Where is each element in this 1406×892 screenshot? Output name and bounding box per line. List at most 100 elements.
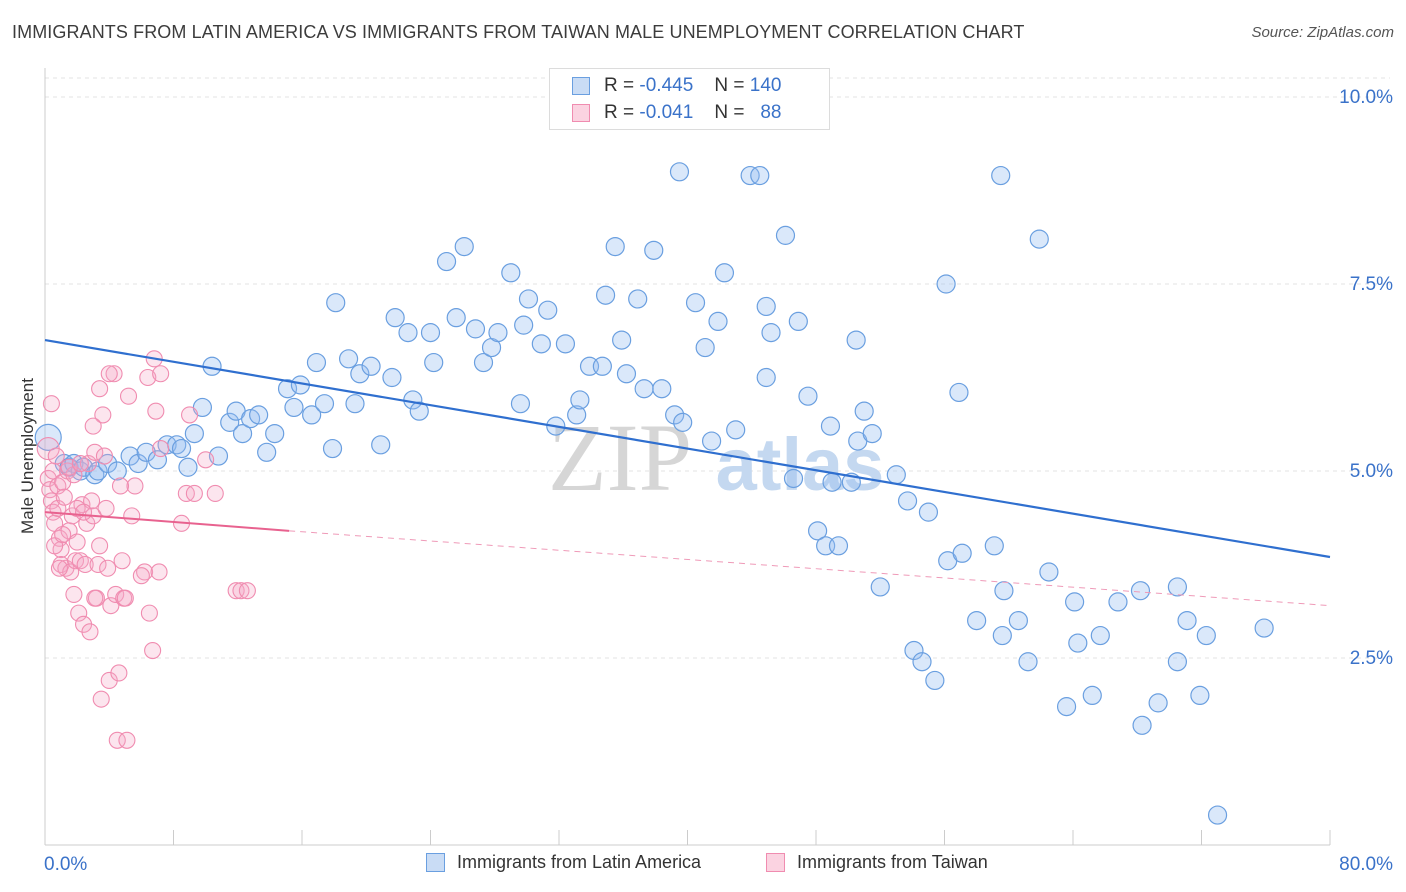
legend-n-value: 88 xyxy=(760,102,782,123)
data-point-latin-america xyxy=(862,424,882,444)
data-point-taiwan xyxy=(65,585,83,603)
data-point-latin-america xyxy=(783,468,804,489)
chart-title: IMMIGRANTS FROM LATIN AMERICA VS IMMIGRA… xyxy=(12,22,1025,42)
data-point-taiwan xyxy=(119,387,138,405)
legend-label-latin-america: Immigrants from Latin America xyxy=(457,852,702,872)
data-point-latin-america xyxy=(808,521,828,541)
data-point-taiwan xyxy=(123,507,141,525)
data-point-latin-america xyxy=(398,323,418,343)
data-point-latin-america xyxy=(85,465,105,485)
data-point-latin-america xyxy=(107,461,127,481)
data-point-taiwan xyxy=(147,402,165,420)
data-point-taiwan xyxy=(99,559,117,577)
gridlines xyxy=(45,77,1390,659)
data-point-latin-america xyxy=(669,162,690,182)
data-point-latin-america xyxy=(446,308,466,328)
series-legend: Immigrants from Latin America Immigrants… xyxy=(0,852,1406,876)
data-point-latin-america xyxy=(695,337,715,358)
legend-n-value: 140 xyxy=(749,75,782,96)
legend-item-taiwan[interactable]: Immigrants from Taiwan xyxy=(766,852,988,873)
data-point-latin-america xyxy=(634,379,654,399)
legend-item-latin-america[interactable]: Immigrants from Latin America xyxy=(426,852,701,873)
data-point-latin-america xyxy=(1108,592,1128,612)
data-point-taiwan xyxy=(91,380,109,398)
data-point-latin-america xyxy=(740,165,760,186)
data-point-taiwan xyxy=(100,365,118,383)
data-point-latin-america xyxy=(302,405,322,425)
series-taiwan-points xyxy=(36,350,256,749)
data-point-latin-america xyxy=(714,263,735,283)
data-point-latin-america xyxy=(382,367,402,388)
data-point-taiwan xyxy=(91,537,109,555)
data-point-latin-america xyxy=(673,412,693,432)
data-point-latin-america xyxy=(820,416,841,436)
data-point-taiwan xyxy=(185,484,203,502)
data-point-taiwan xyxy=(97,499,115,517)
watermark: ZIP atlas xyxy=(548,404,884,511)
data-point-latin-america xyxy=(870,577,890,597)
y-tick-labels: 2.5% 5.0% 7.5% 10.0% xyxy=(1339,87,1393,669)
data-point-latin-america xyxy=(420,323,441,343)
data-point-latin-america xyxy=(756,367,776,388)
data-point-latin-america xyxy=(994,581,1014,601)
y-tick-label: 10.0% xyxy=(1339,87,1393,108)
data-point-taiwan xyxy=(102,597,120,615)
data-point-latin-america xyxy=(1130,581,1151,601)
legend-r-value: -0.041 xyxy=(639,102,694,123)
data-point-latin-america xyxy=(1068,633,1088,653)
data-point-latin-america xyxy=(756,296,776,317)
data-point-latin-america xyxy=(967,610,987,631)
legend-swatch-latin-america xyxy=(572,77,590,95)
data-point-latin-america xyxy=(171,438,192,459)
data-point-latin-america xyxy=(120,446,140,466)
data-point-taiwan xyxy=(238,582,256,600)
data-point-latin-america xyxy=(1177,610,1197,631)
data-point-latin-america xyxy=(1008,610,1028,631)
data-point-latin-america xyxy=(345,394,365,414)
data-point-latin-america xyxy=(665,405,685,425)
data-point-taiwan xyxy=(47,447,65,465)
data-point-taiwan xyxy=(126,477,144,495)
data-point-latin-america xyxy=(538,300,558,320)
x-tick-label: 0.0% xyxy=(44,854,87,875)
data-point-taiwan xyxy=(84,417,102,435)
data-point-latin-america xyxy=(465,319,486,339)
data-point-latin-america xyxy=(1039,562,1059,582)
trend-line-taiwan-extension xyxy=(289,530,1331,607)
data-point-latin-america xyxy=(514,315,534,335)
data-point-latin-america xyxy=(249,405,269,425)
data-point-latin-america xyxy=(612,330,632,350)
data-point-latin-america xyxy=(886,465,906,485)
data-point-latin-america xyxy=(708,311,728,331)
legend-r-value: -0.445 xyxy=(639,75,694,96)
data-point-taiwan xyxy=(89,555,107,574)
data-point-latin-america xyxy=(1082,685,1102,706)
data-point-taiwan xyxy=(55,488,73,506)
data-point-latin-america xyxy=(424,352,444,373)
data-point-taiwan xyxy=(105,365,123,383)
data-point-latin-america xyxy=(904,640,924,661)
correlation-legend: R = -0.445 N = 140 R = -0.041 N = 88 xyxy=(549,68,830,130)
data-point-taiwan xyxy=(116,589,134,607)
y-tick-label: 5.0% xyxy=(1350,461,1393,482)
trend-line-taiwan xyxy=(44,511,290,532)
data-point-latin-america xyxy=(409,401,429,421)
source-credit: Source: ZipAtlas.com xyxy=(1251,24,1394,41)
data-point-taiwan xyxy=(152,440,170,458)
trend-line-latin-america xyxy=(44,339,1331,559)
data-point-latin-america xyxy=(178,457,198,477)
data-point-taiwan xyxy=(111,477,130,495)
data-point-taiwan xyxy=(66,552,85,570)
data-point-latin-america xyxy=(184,424,204,444)
data-point-latin-america xyxy=(436,251,457,272)
data-point-latin-america xyxy=(605,237,625,257)
legend-n-label: N = xyxy=(714,102,745,123)
data-point-latin-america xyxy=(925,670,945,691)
data-point-taiwan xyxy=(206,484,224,502)
data-point-latin-america xyxy=(361,356,381,376)
data-point-taiwan xyxy=(150,563,168,581)
data-point-taiwan xyxy=(95,447,113,465)
data-point-latin-america xyxy=(220,412,240,432)
data-point-latin-america xyxy=(350,364,370,384)
watermark-zip: ZIP xyxy=(548,404,692,511)
